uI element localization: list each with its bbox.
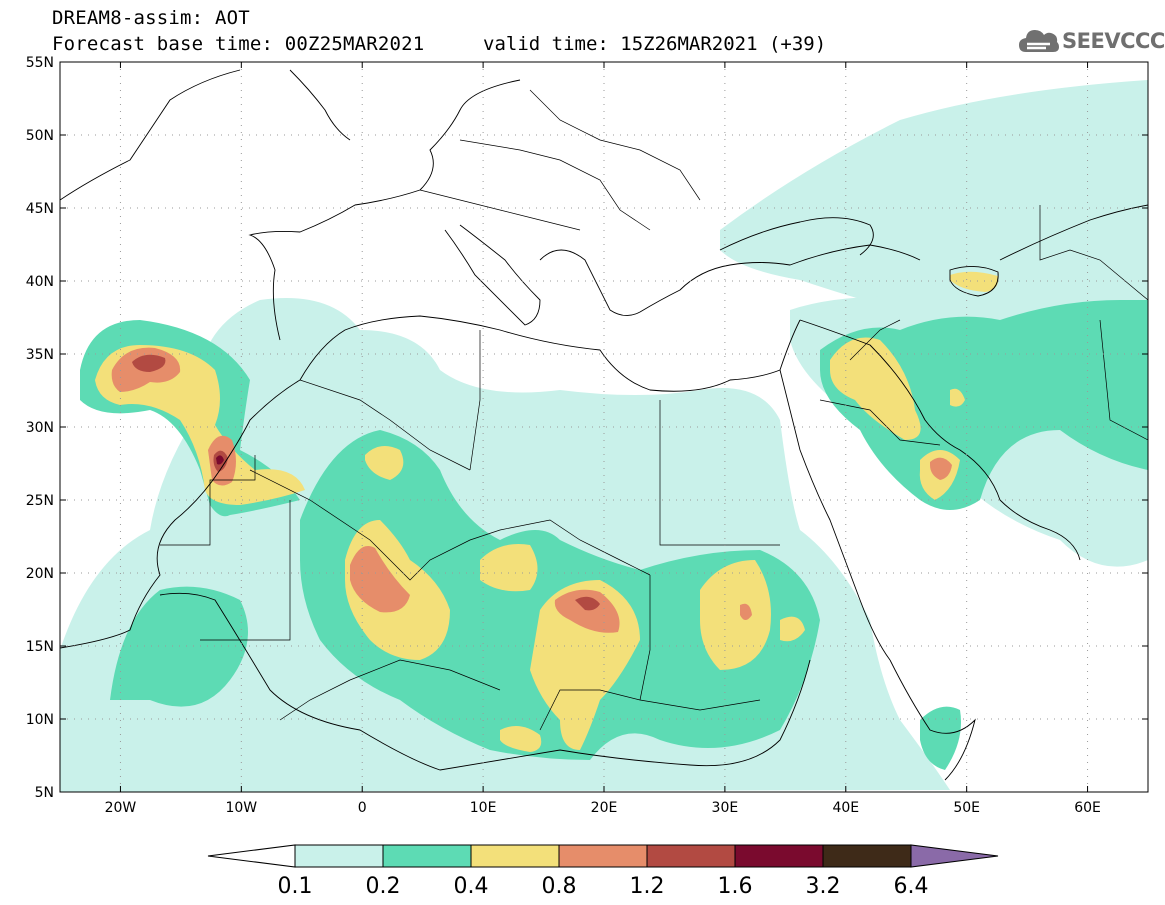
lat-label: 10N [26,712,54,728]
lon-label: 20E [591,800,618,816]
lat-label: 40N [26,274,54,290]
lon-label: 30E [712,800,739,816]
lon-label: 40E [832,800,859,816]
latitude-labels: 55N 50N 45N 40N 35N 30N 25N 20N 15N 10N 5N [26,55,54,801]
coastlines [60,69,1148,781]
forecast-base-time: Forecast base time: 00Z25MAR2021 [52,33,425,55]
colorbar-label: 6.4 [894,874,929,899]
gridlines [60,62,1148,792]
lon-label: 10E [470,800,497,816]
lat-label: 30N [26,420,54,436]
lat-label: 55N [26,55,54,71]
lat-label: 25N [26,493,54,509]
colorbar-segment [646,844,736,868]
cloud-logo-icon [1019,30,1059,52]
colorbar-label: 0.8 [542,874,577,899]
colorbar-over-arrow [910,844,999,868]
colorbar-segment [382,844,472,868]
colorbar-label: 0.4 [454,874,489,899]
colorbar-segment [734,844,824,868]
colorbar: 0.1 0.2 0.4 0.8 1.2 1.6 3.2 6.4 [207,844,999,899]
lat-label: 15N [26,639,54,655]
colorbar-segment [822,844,912,868]
lon-label: 10W [225,800,257,816]
axis-ticks [60,61,1148,793]
seevccc-logo: SEEVCCC [1018,24,1165,58]
colorbar-label: 0.1 [278,874,313,899]
colorbar-segment [470,844,560,868]
map-title: DREAM8-assim: AOT [52,7,250,29]
colorbar-segment [294,844,384,868]
colorbar-label: 3.2 [806,874,841,899]
lat-label: 50N [26,128,54,144]
aot-contours [60,80,1148,792]
colorbar-segment [558,844,648,868]
colorbar-under-arrow [207,844,296,868]
colorbar-label: 0.2 [366,874,401,899]
lon-label: 50E [953,800,980,816]
lat-label: 5N [35,785,54,801]
lat-label: 45N [26,201,54,217]
colorbar-label: 1.2 [630,874,665,899]
lat-label: 35N [26,347,54,363]
longitude-labels: 20W 10W 0 10E 20E 30E 40E 50E 60E [105,800,1101,816]
lon-label: 0 [358,800,367,816]
country-borders [160,89,1148,731]
colorbar-label: 1.6 [718,874,753,899]
lon-label: 60E [1074,800,1101,816]
lat-label: 20N [26,566,54,582]
valid-time: valid time: 15Z26MAR2021 (+39) [483,33,827,55]
lon-label: 20W [105,800,137,816]
logo-text: SEEVCCC [1062,29,1165,53]
aot-band-1.6 [216,455,224,465]
